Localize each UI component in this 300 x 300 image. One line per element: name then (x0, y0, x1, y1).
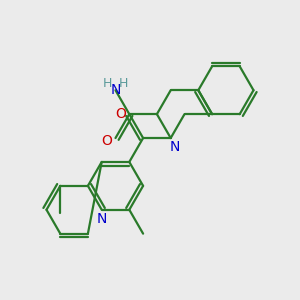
Text: H: H (103, 77, 112, 90)
Text: H: H (118, 77, 128, 90)
Text: N: N (97, 212, 107, 226)
Text: N: N (169, 140, 180, 154)
Text: N: N (110, 83, 121, 97)
Text: O: O (102, 134, 112, 148)
Text: O: O (115, 107, 126, 121)
